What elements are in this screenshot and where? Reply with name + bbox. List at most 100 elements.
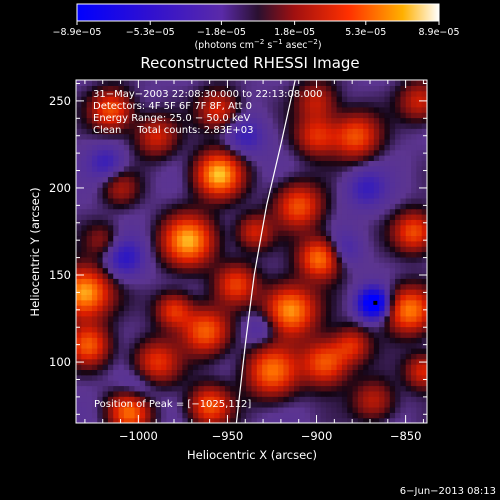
heatmap-cell <box>230 331 237 338</box>
heatmap-cell <box>368 122 375 129</box>
heatmap-cell <box>373 155 380 161</box>
heatmap-cell <box>240 192 247 199</box>
heatmap-cell <box>315 138 322 145</box>
heatmap-cell <box>139 106 146 113</box>
heatmap-cell <box>214 187 221 194</box>
heatmap-cell <box>129 203 136 210</box>
heatmap-cell <box>187 278 194 285</box>
heatmap-cell <box>411 406 417 413</box>
heatmap-cell <box>203 203 210 210</box>
heatmap-cell <box>182 412 189 419</box>
heatmap-cell <box>341 101 348 108</box>
heatmap-cell <box>294 337 300 344</box>
heatmap-cell <box>320 138 327 145</box>
heatmap-cell <box>171 342 178 349</box>
heatmap-cell <box>198 203 205 210</box>
heatmap-cell <box>336 256 343 263</box>
heatmap-cell <box>129 187 136 194</box>
heatmap-cell <box>203 326 210 333</box>
heatmap-cell <box>86 305 93 312</box>
heatmap-cell <box>91 342 98 349</box>
colorbar-tick-label: −1.8e−05 <box>197 27 246 38</box>
heatmap-cell <box>91 251 98 258</box>
heatmap-cell <box>320 406 327 413</box>
heatmap-cell <box>246 283 253 290</box>
heatmap-cell <box>256 305 263 312</box>
heatmap-cell <box>235 187 242 194</box>
heatmap-cell <box>76 256 82 263</box>
heatmap-cell <box>379 342 386 349</box>
heatmap-cell <box>267 149 274 156</box>
heatmap-cell <box>76 315 82 322</box>
heatmap-cell <box>373 315 380 322</box>
heatmap-cell <box>384 187 391 194</box>
heatmap-cell <box>373 85 380 92</box>
heatmap-cell <box>299 385 306 392</box>
heatmap-cell <box>102 171 109 178</box>
heatmap-cell <box>177 251 183 258</box>
heatmap-cell <box>299 117 306 124</box>
heatmap-cell <box>118 305 125 312</box>
heatmap-cell <box>363 406 370 413</box>
heatmap-cell <box>219 406 226 413</box>
heatmap-cell <box>198 133 205 140</box>
heatmap-cell <box>145 235 152 242</box>
heatmap-cell <box>208 305 215 312</box>
heatmap-cell <box>363 106 370 113</box>
heatmap-cell <box>325 401 332 408</box>
heatmap-cell <box>352 96 359 103</box>
heatmap-cell <box>278 321 285 328</box>
heatmap-cell <box>182 289 189 295</box>
heatmap-cell <box>155 347 162 354</box>
heatmap-cell <box>102 294 109 301</box>
heatmap-cell <box>102 240 109 247</box>
heatmap-cell <box>352 149 359 156</box>
heatmap-cell <box>193 144 199 151</box>
heatmap-cell <box>86 208 93 215</box>
heatmap-cell <box>230 122 237 129</box>
heatmap-cell <box>203 80 210 86</box>
heatmap-cell <box>240 294 247 301</box>
heatmap-cell <box>341 219 348 226</box>
heatmap-cell <box>421 160 427 167</box>
heatmap-cell <box>118 347 125 354</box>
heatmap-cell <box>230 272 237 279</box>
heatmap-cell <box>341 310 348 317</box>
heatmap-cell <box>224 197 231 204</box>
heatmap-cell <box>411 192 417 199</box>
heatmap-cell <box>198 289 205 295</box>
heatmap-cell <box>373 171 380 178</box>
heatmap-cell <box>384 155 391 161</box>
heatmap-cell <box>336 315 343 322</box>
heatmap-cell <box>384 90 391 97</box>
heatmap-cell <box>320 256 327 263</box>
heatmap-cell <box>224 240 231 247</box>
heatmap-cell <box>76 85 82 92</box>
heatmap-cell <box>177 224 183 231</box>
heatmap-cell <box>320 412 327 419</box>
heatmap-cell <box>283 149 290 156</box>
heatmap-cell <box>145 240 152 247</box>
heatmap-cell <box>325 192 332 199</box>
heatmap-cell <box>251 251 258 258</box>
heatmap-cell <box>256 122 263 129</box>
heatmap-cell <box>214 80 221 86</box>
heatmap-cell <box>113 160 120 167</box>
heatmap-cell <box>411 256 417 263</box>
heatmap-cell <box>166 406 173 413</box>
heatmap-cell <box>325 278 332 285</box>
heatmap-cell <box>118 240 125 247</box>
heatmap-cell <box>171 90 178 97</box>
heatmap-cell <box>278 342 285 349</box>
heatmap-cell <box>150 203 157 210</box>
heatmap-cell <box>102 138 109 145</box>
heatmap-cell <box>299 396 306 403</box>
heatmap-cell <box>256 85 263 92</box>
heatmap-cell <box>331 155 338 161</box>
heatmap-cell <box>139 208 146 215</box>
heatmap-cell <box>347 128 354 135</box>
heatmap-cell <box>113 171 120 178</box>
heatmap-cell <box>230 347 237 354</box>
heatmap-cell <box>86 171 93 178</box>
heatmap-cell <box>288 417 295 423</box>
